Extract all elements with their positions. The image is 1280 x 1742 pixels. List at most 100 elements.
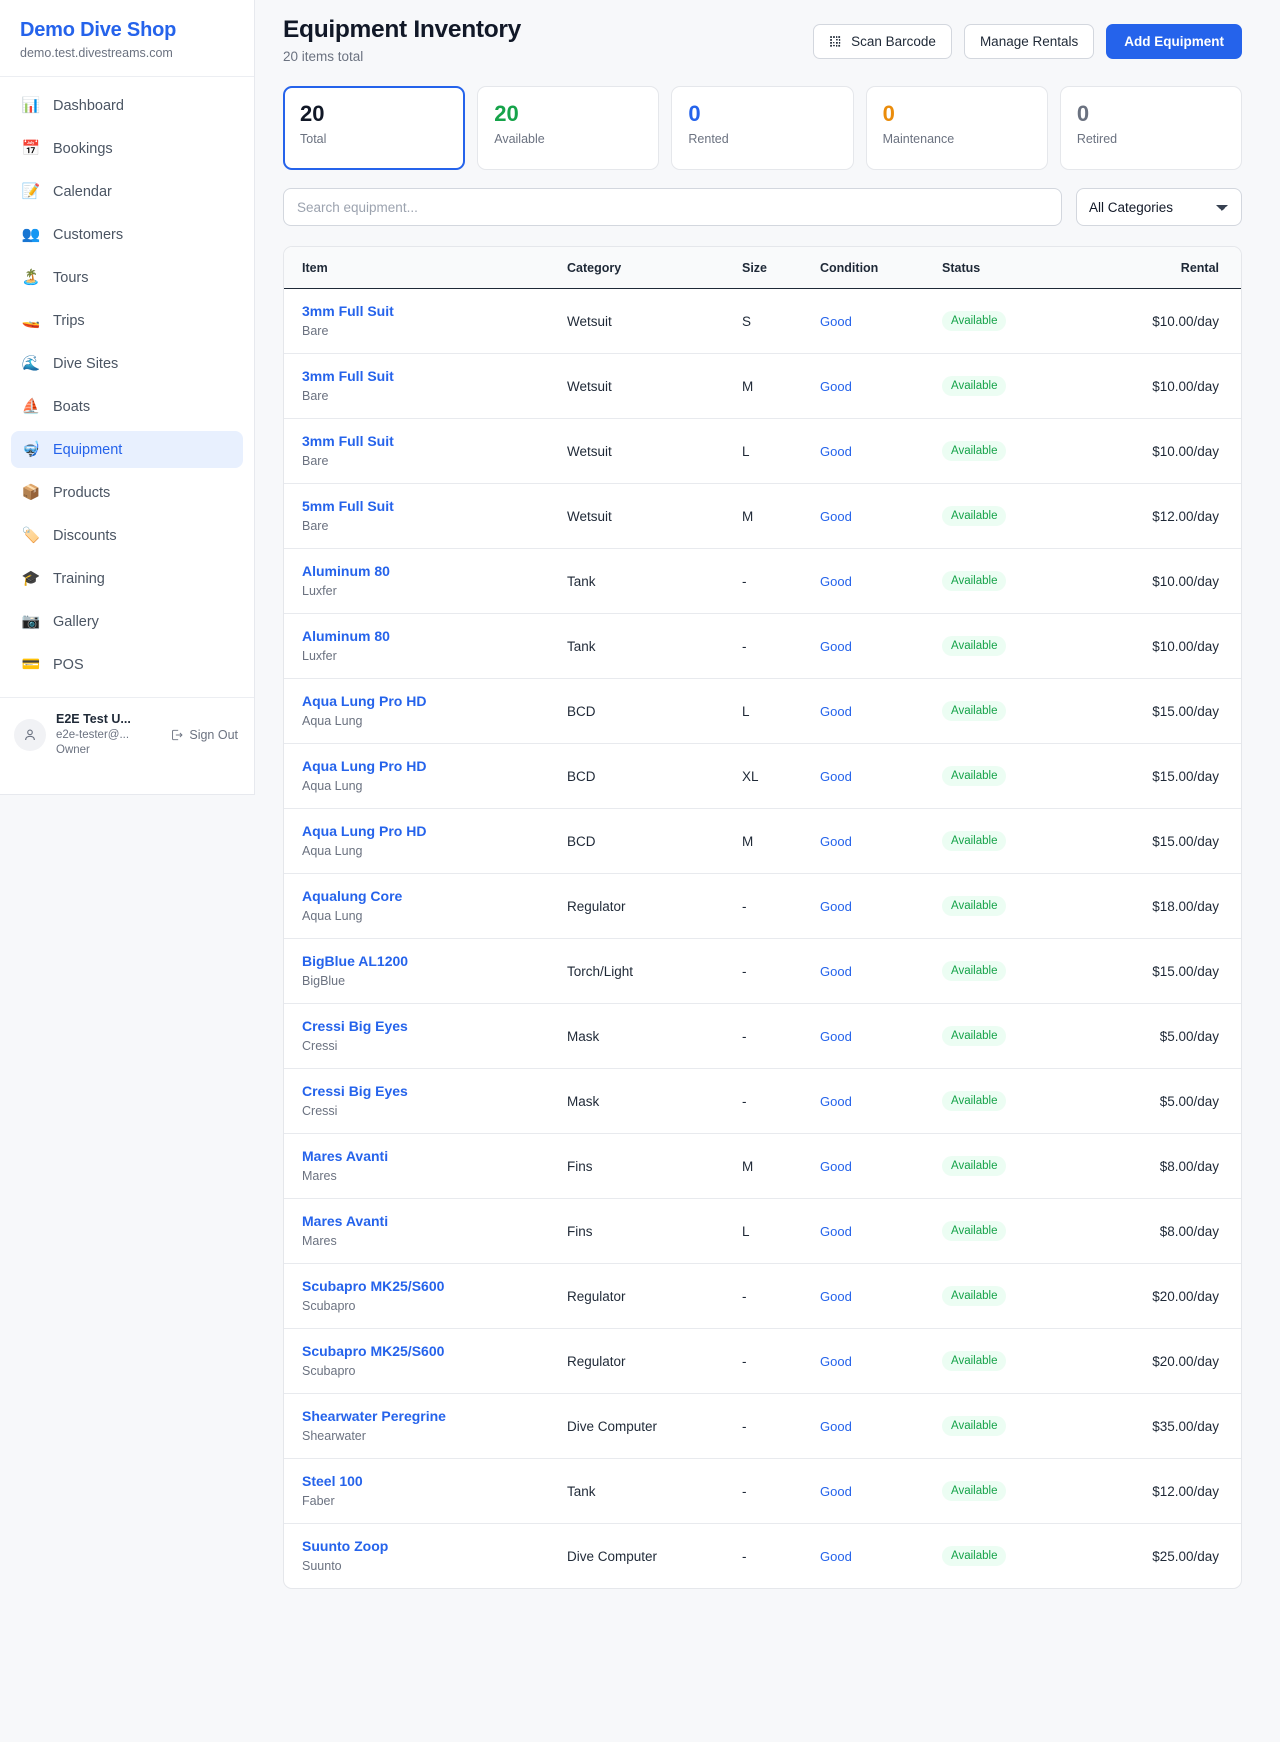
condition-link[interactable]: Good <box>820 1093 852 1109</box>
table-row[interactable]: Aqualung Core Aqua Lung Regulator - Good Avai… <box>284 874 1241 939</box>
item-link[interactable]: 3mm Full Suit <box>302 368 394 385</box>
table-row[interactable]: Aluminum 80 Luxfer Tank - Good Available $10.0… <box>284 549 1241 614</box>
sidebar-item-customers[interactable]: 👥 Customers <box>11 216 243 253</box>
table-row[interactable]: Scubapro MK25/S600 Scubapro Regulator - Good… <box>284 1329 1241 1394</box>
sidebar-item-pos[interactable]: 💳 POS <box>11 646 243 683</box>
table-row[interactable]: Cressi Big Eyes Cressi Mask - Good Available $… <box>284 1069 1241 1134</box>
table-row[interactable]: Aqua Lung Pro HD Aqua Lung BCD XL Good Availa… <box>284 744 1241 809</box>
stat-card-available[interactable]: 20 Available <box>477 86 660 170</box>
stat-card-total[interactable]: 20 Total <box>283 86 466 170</box>
item-link[interactable]: 5mm Full Suit <box>302 498 394 515</box>
item-link[interactable]: 3mm Full Suit <box>302 433 394 450</box>
item-link[interactable]: Steel 100 <box>302 1473 363 1490</box>
sidebar-item-calendar[interactable]: 📝 Calendar <box>11 173 243 210</box>
item-link[interactable]: Aqua Lung Pro HD <box>302 823 427 840</box>
table-row[interactable]: Aqua Lung Pro HD Aqua Lung BCD L Good Availab… <box>284 679 1241 744</box>
condition-link[interactable]: Good <box>820 1418 852 1434</box>
condition-link[interactable]: Good <box>820 638 852 654</box>
item-link[interactable]: Cressi Big Eyes <box>302 1018 408 1035</box>
table-row[interactable]: 3mm Full Suit Bare Wetsuit M Good Available $1… <box>284 354 1241 419</box>
item-link[interactable]: Scubapro MK25/S600 <box>302 1343 445 1360</box>
item-link[interactable]: Aqua Lung Pro HD <box>302 693 427 710</box>
manage-rentals-button[interactable]: Manage Rentals <box>963 24 1095 59</box>
item-link[interactable]: Aluminum 80 <box>302 628 390 645</box>
table-row[interactable]: Mares Avanti Mares Fins L Good Available $8.00… <box>284 1199 1241 1264</box>
table-row[interactable]: Steel 100 Faber Tank - Good Available $12.00/d… <box>284 1459 1241 1524</box>
table-row[interactable]: Shearwater Peregrine Shearwater Dive Compu… <box>284 1394 1241 1459</box>
table-row[interactable]: Aqua Lung Pro HD Aqua Lung BCD M Good Availab… <box>284 809 1241 874</box>
condition-link[interactable]: Good <box>820 1288 852 1304</box>
sidebar-item-training[interactable]: 🎓 Training <box>11 560 243 597</box>
item-link[interactable]: Scubapro MK25/S600 <box>302 1278 445 1295</box>
condition-link[interactable]: Good <box>820 508 852 524</box>
stat-card-retired[interactable]: 0 Retired <box>1059 86 1243 170</box>
sidebar-item-gallery[interactable]: 📷 Gallery <box>11 603 243 640</box>
condition-link[interactable]: Good <box>820 1353 852 1369</box>
condition-link[interactable]: Good <box>820 573 852 589</box>
stat-card-maintenance[interactable]: 0 Maintenance <box>865 86 1048 170</box>
condition-link[interactable]: Good <box>820 898 852 914</box>
speedboat-icon: 🚤 <box>21 312 41 329</box>
sidebar-item-products[interactable]: 📦 Products <box>11 474 243 511</box>
scan-barcode-button[interactable]: Scan Barcode <box>813 24 952 59</box>
item-link[interactable]: Mares Avanti <box>302 1148 389 1165</box>
sidebar-item-trips[interactable]: 🚤 Trips <box>11 302 243 339</box>
sidebar-item-dive-sites[interactable]: 🌊 Dive Sites <box>11 345 243 382</box>
condition-link[interactable]: Good <box>820 378 852 394</box>
condition-link[interactable]: Good <box>820 768 852 784</box>
table-row[interactable]: 3mm Full Suit Bare Wetsuit S Good Available $1… <box>284 289 1241 354</box>
table-row[interactable]: Mares Avanti Mares Fins M Good Available $8.00… <box>284 1134 1241 1199</box>
search-input[interactable] <box>283 188 1062 226</box>
stat-card-rented[interactable]: 0 Rented <box>671 86 854 170</box>
table-row[interactable]: Cressi Big Eyes Cressi Mask - Good Available $… <box>284 1004 1241 1069</box>
item-link[interactable]: Mares Avanti <box>302 1213 389 1230</box>
condition-link[interactable]: Good <box>820 1483 852 1499</box>
sidebar-item-tours[interactable]: 🏝️ Tours <box>11 259 243 296</box>
table-row[interactable]: Scubapro MK25/S600 Scubapro Regulator - Good… <box>284 1264 1241 1329</box>
table-row[interactable]: 3mm Full Suit Bare Wetsuit L Good Available $1… <box>284 419 1241 484</box>
sign-out-button[interactable]: Sign Out <box>170 728 240 742</box>
cell-rental: $12.00/day <box>1152 1483 1219 1499</box>
col-size[interactable]: Size <box>734 247 812 289</box>
col-status[interactable]: Status <box>934 247 1094 289</box>
cell-item: Aqua Lung Pro HD Aqua Lung <box>284 744 559 809</box>
condition-link[interactable]: Good <box>820 443 852 459</box>
item-link[interactable]: Aqualung Core <box>302 888 403 905</box>
sidebar-item-bookings[interactable]: 📅 Bookings <box>11 130 243 167</box>
add-equipment-button[interactable]: Add Equipment <box>1106 24 1242 59</box>
sidebar-item-dashboard[interactable]: 📊 Dashboard <box>11 87 243 124</box>
table-row[interactable]: 5mm Full Suit Bare Wetsuit M Good Available $1… <box>284 484 1241 549</box>
col-category[interactable]: Category <box>559 247 734 289</box>
condition-link[interactable]: Good <box>820 703 852 719</box>
col-condition[interactable]: Condition <box>812 247 934 289</box>
cell-size: L <box>742 1223 750 1239</box>
item-link[interactable]: Aluminum 80 <box>302 563 390 580</box>
sidebar-item-equipment[interactable]: 🤿 Equipment <box>11 431 243 468</box>
brand-block[interactable]: Demo Dive Shop demo.test.divestreams.com <box>0 0 254 77</box>
item-link[interactable]: Suunto Zoop <box>302 1538 389 1555</box>
sidebar-item-discounts[interactable]: 🏷️ Discounts <box>11 517 243 554</box>
cell-category: Wetsuit <box>567 313 612 329</box>
table-row[interactable]: Suunto Zoop Suunto Dive Computer - Good Avail… <box>284 1524 1241 1589</box>
table-row[interactable]: BigBlue AL1200 BigBlue Torch/Light - Good Ava… <box>284 939 1241 1004</box>
cell-condition: Good <box>812 744 934 809</box>
condition-link[interactable]: Good <box>820 1548 852 1564</box>
cell-size: - <box>742 1483 747 1499</box>
item-link[interactable]: Cressi Big Eyes <box>302 1083 408 1100</box>
condition-link[interactable]: Good <box>820 1158 852 1174</box>
sidebar-item-boats[interactable]: ⛵ Boats <box>11 388 243 425</box>
cell-item: Scubapro MK25/S600 Scubapro <box>284 1264 559 1329</box>
col-item[interactable]: Item <box>284 247 559 289</box>
item-link[interactable]: BigBlue AL1200 <box>302 953 409 970</box>
item-link[interactable]: Shearwater Peregrine <box>302 1408 446 1425</box>
condition-link[interactable]: Good <box>820 833 852 849</box>
condition-link[interactable]: Good <box>820 1223 852 1239</box>
category-select[interactable]: All Categories <box>1076 188 1242 226</box>
condition-link[interactable]: Good <box>820 1028 852 1044</box>
item-link[interactable]: Aqua Lung Pro HD <box>302 758 427 775</box>
table-row[interactable]: Aluminum 80 Luxfer Tank - Good Available $10.0… <box>284 614 1241 679</box>
item-link[interactable]: 3mm Full Suit <box>302 303 394 319</box>
condition-link[interactable]: Good <box>820 313 852 329</box>
col-rental[interactable]: Rental <box>1094 247 1241 289</box>
condition-link[interactable]: Good <box>820 963 852 979</box>
